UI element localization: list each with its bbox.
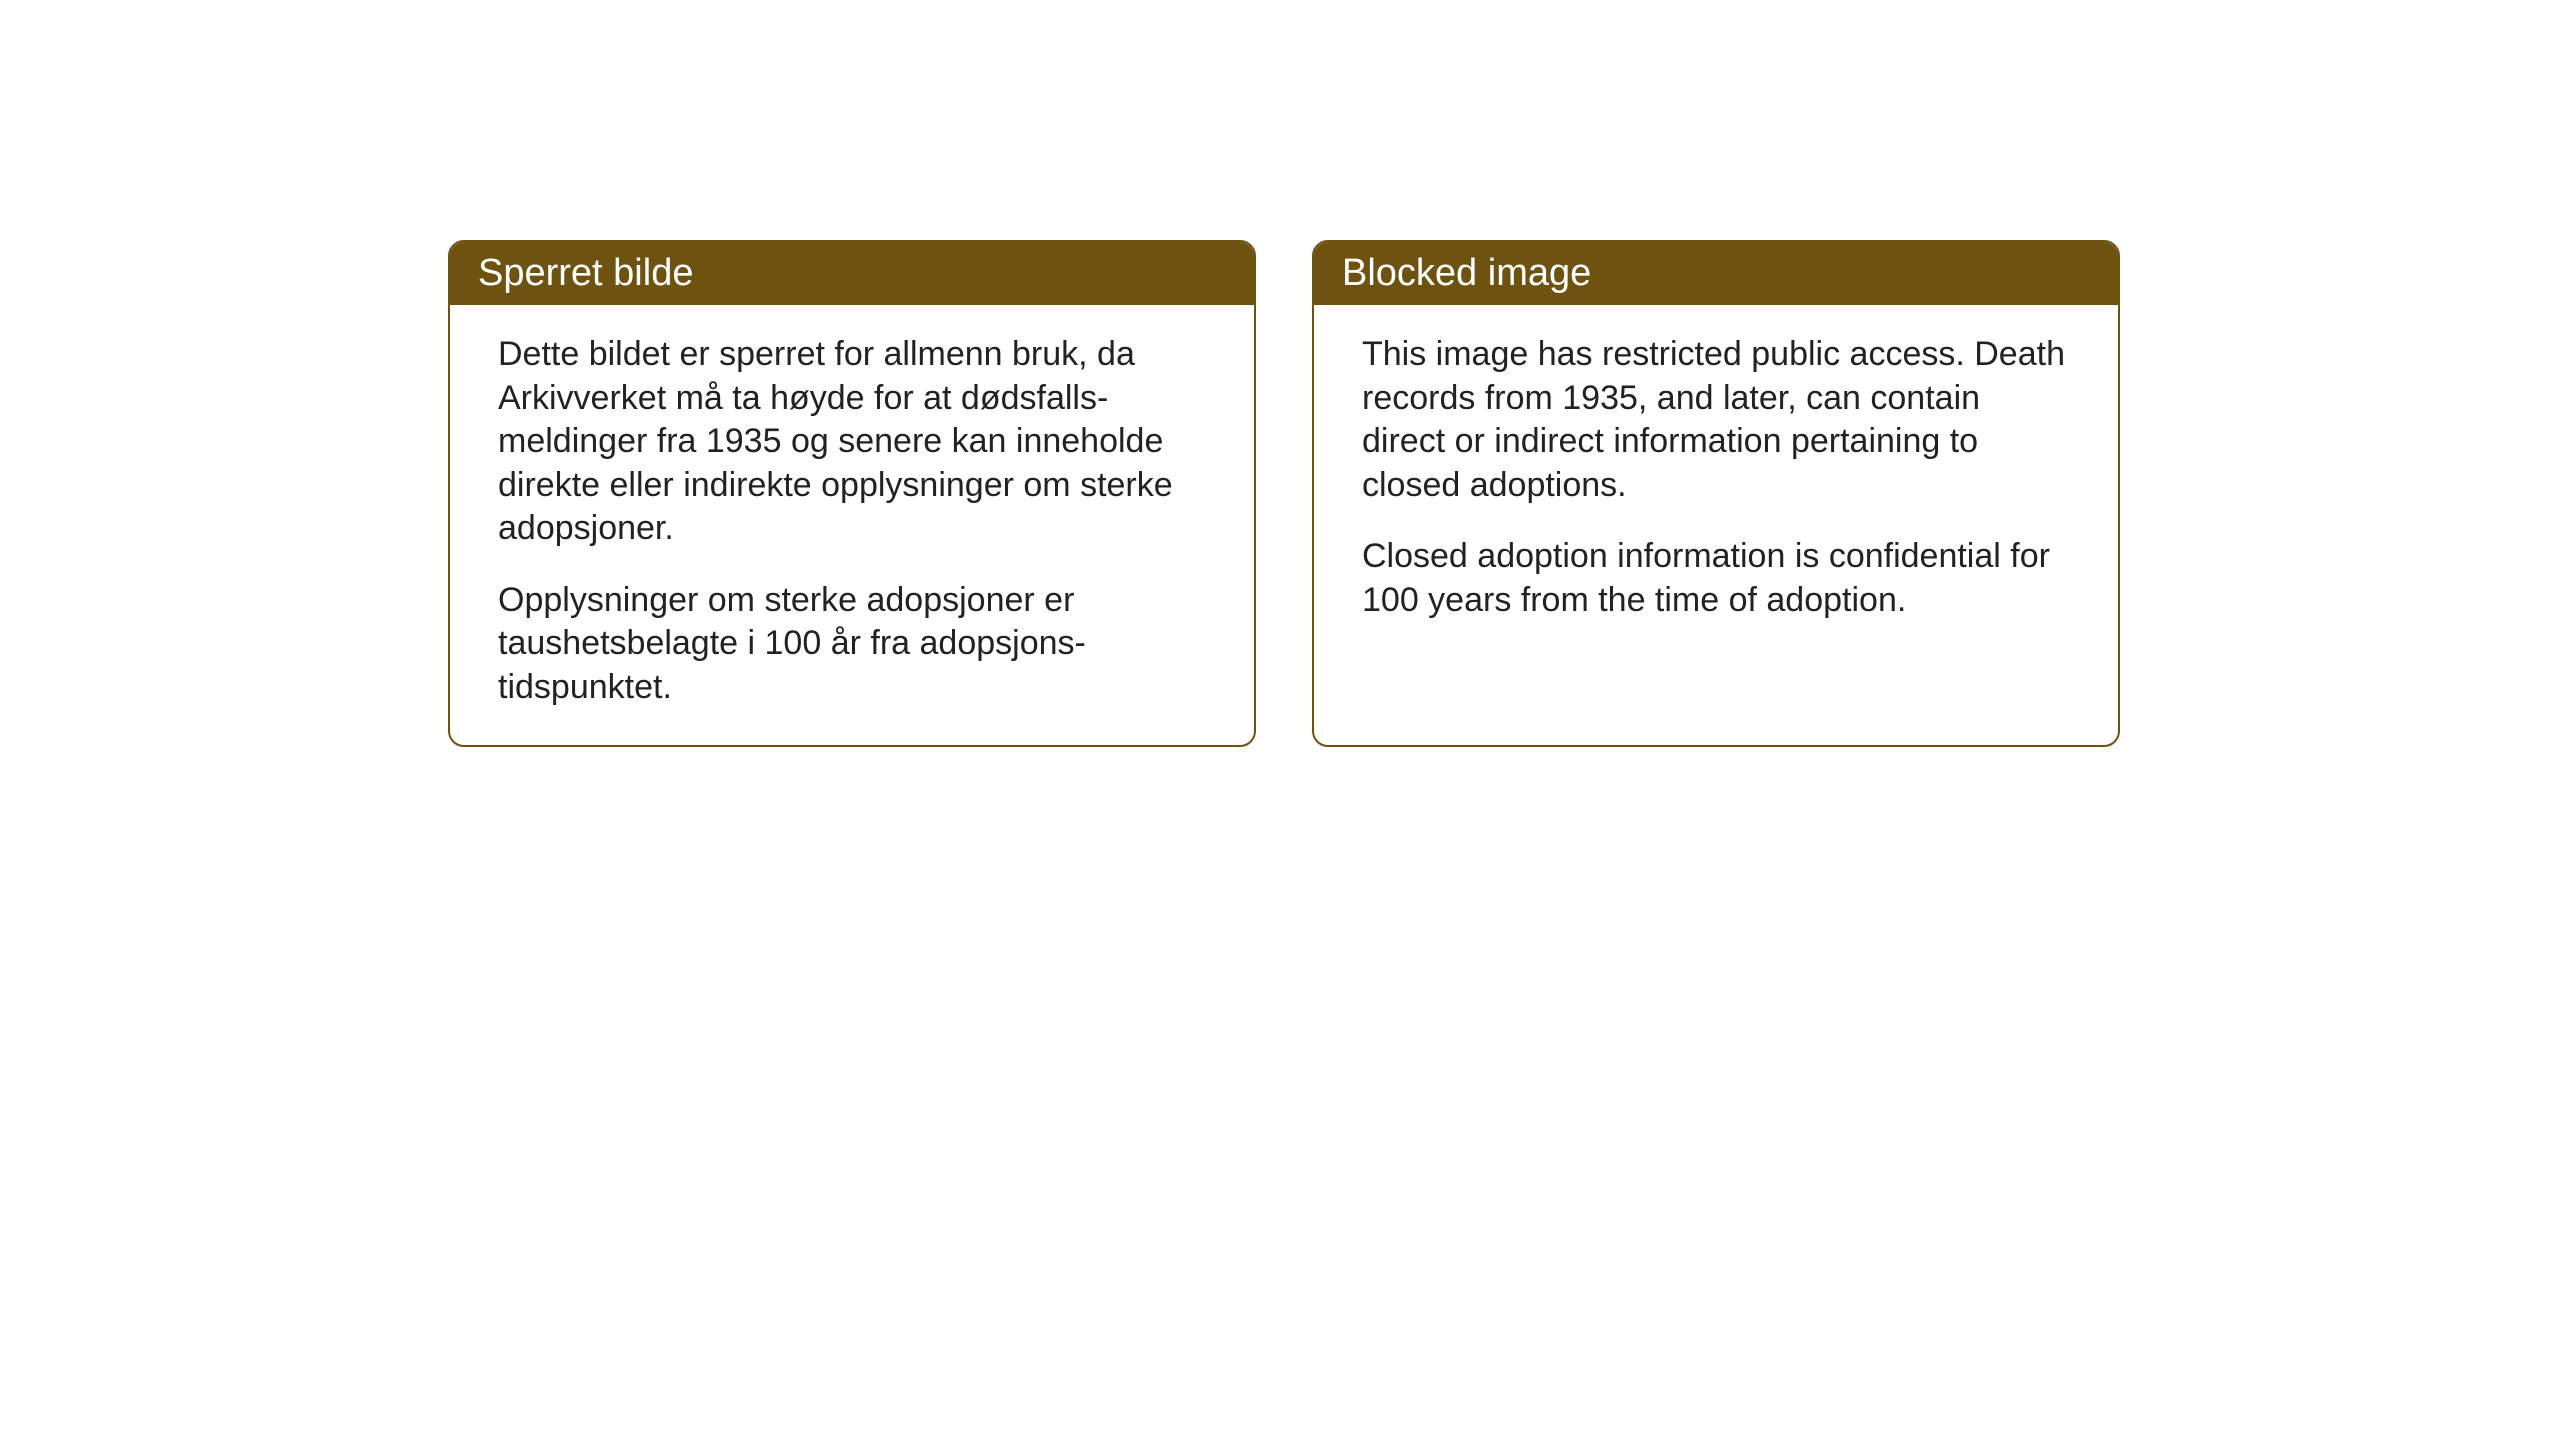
norwegian-paragraph-1: Dette bildet er sperret for allmenn bruk…: [498, 333, 1206, 551]
norwegian-card-title: Sperret bilde: [450, 242, 1254, 305]
norwegian-paragraph-2: Opplysninger om sterke adopsjoner er tau…: [498, 579, 1206, 710]
english-card-body: This image has restricted public access.…: [1314, 305, 2118, 701]
english-paragraph-2: Closed adoption information is confident…: [1362, 535, 2070, 622]
norwegian-card-body: Dette bildet er sperret for allmenn bruk…: [450, 305, 1254, 745]
english-card-title: Blocked image: [1314, 242, 2118, 305]
english-paragraph-1: This image has restricted public access.…: [1362, 333, 2070, 507]
notice-container: Sperret bilde Dette bildet er sperret fo…: [448, 240, 2120, 747]
english-notice-card: Blocked image This image has restricted …: [1312, 240, 2120, 747]
norwegian-notice-card: Sperret bilde Dette bildet er sperret fo…: [448, 240, 1256, 747]
